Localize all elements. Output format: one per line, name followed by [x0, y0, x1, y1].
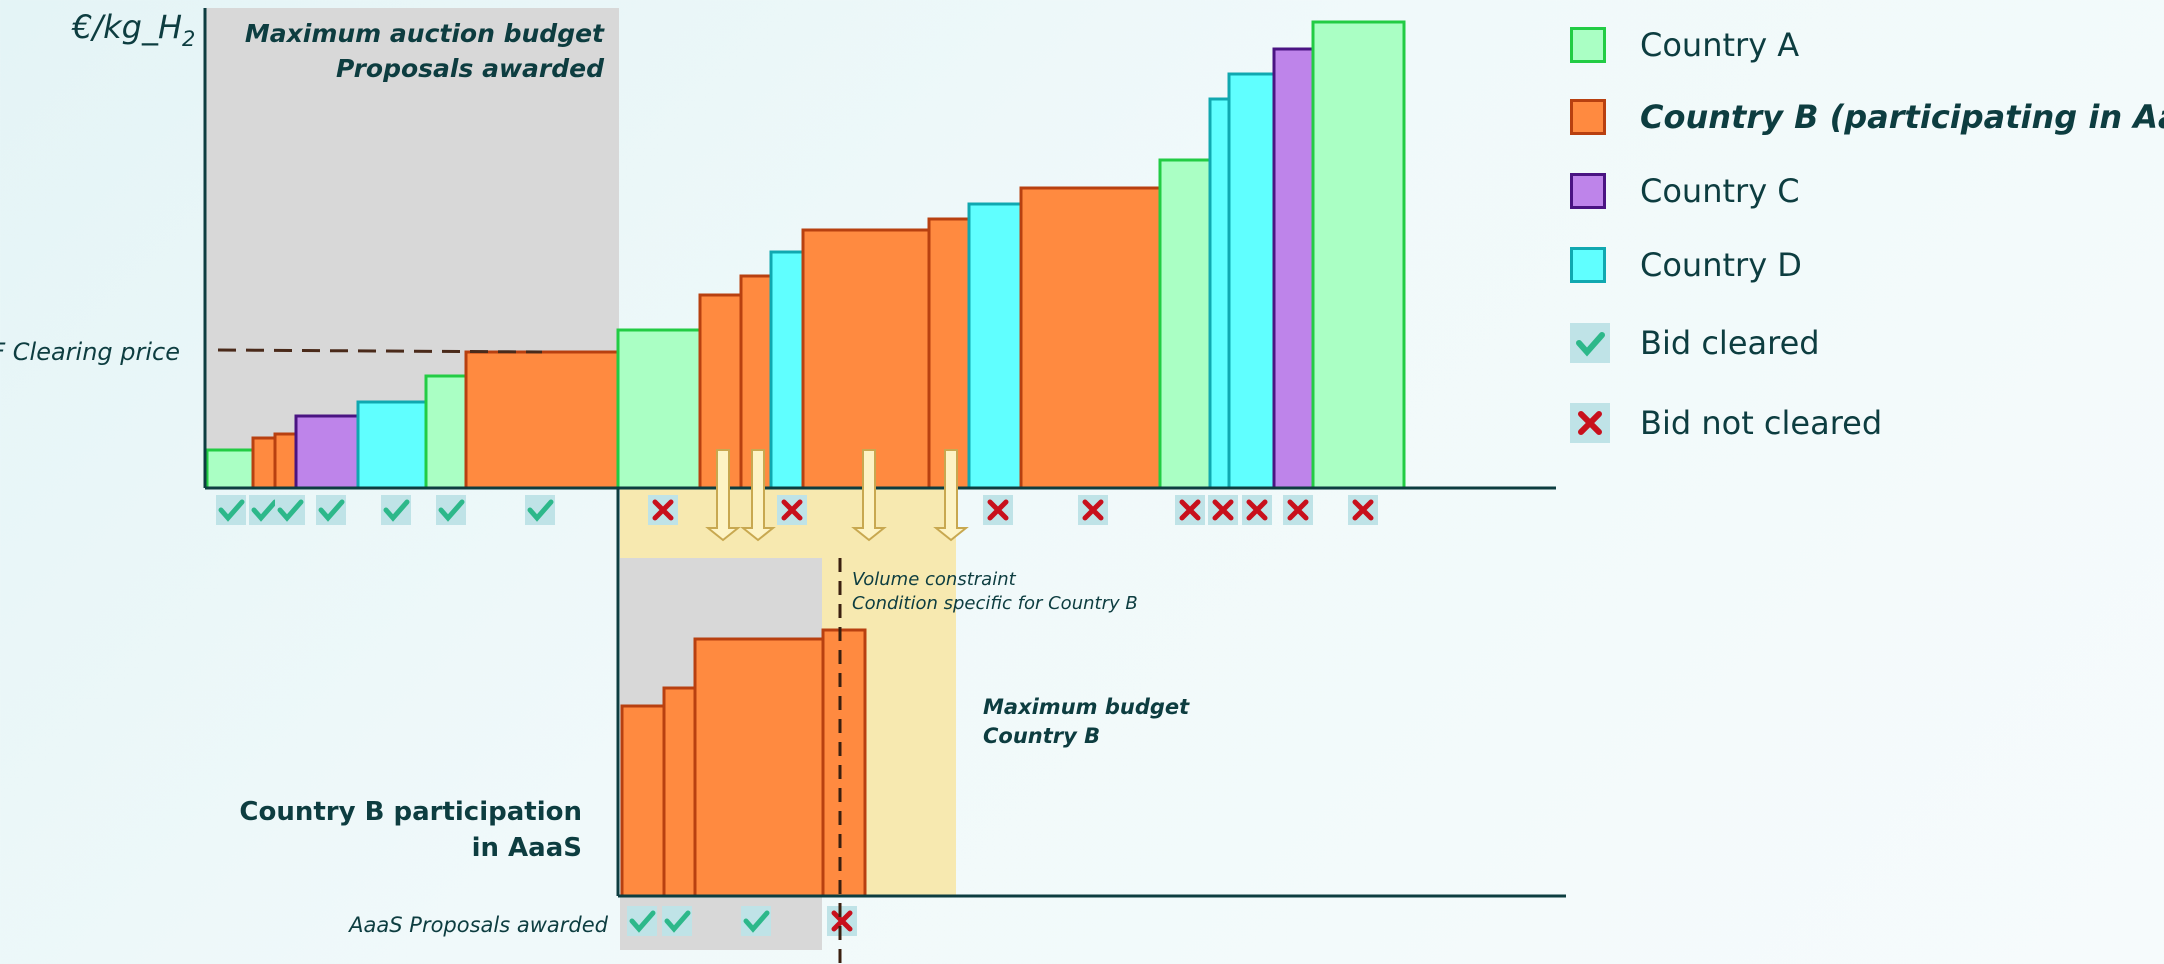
aaas-bid-bar-country-b	[821, 628, 867, 898]
clearing-markers	[216, 495, 1378, 936]
aaas-bid-bar-country-b	[620, 704, 666, 898]
check-icon	[249, 495, 279, 525]
cross-icon	[1348, 495, 1378, 525]
bid-bar-country-d	[967, 202, 1023, 490]
bid-bar-country-c	[294, 414, 360, 490]
bid-bar-country-a	[205, 448, 255, 490]
legend-item: Country A	[1570, 20, 1799, 70]
check-icon	[381, 495, 411, 525]
legend-label: Country A	[1640, 26, 1800, 64]
cross-icon	[1570, 403, 1610, 443]
main-bid-bars	[205, 20, 1406, 490]
legend-label: Bid cleared	[1640, 324, 1820, 362]
check-icon	[316, 495, 346, 525]
legend-item: Bid not cleared	[1570, 398, 1882, 448]
bid-bar-country-d	[356, 400, 428, 490]
transfer-arrows	[705, 449, 969, 542]
down-arrow	[705, 449, 741, 542]
legend-label: Bid not cleared	[1640, 404, 1883, 442]
aaas-bid-bar-country-b	[693, 637, 825, 898]
down-arrow	[851, 449, 887, 542]
check-icon	[627, 906, 657, 936]
check-icon	[216, 495, 246, 525]
y-axis-label: €/kg_H2	[71, 8, 195, 51]
volume-constraint-line2: Condition specific for Country B	[852, 593, 1138, 614]
bid-bar-country-b	[927, 217, 971, 490]
legend-label: Country B (participating in AaaS)	[1640, 98, 2164, 136]
volume-constraint-line1: Volume constraint	[852, 569, 1017, 590]
legend-item: Country C	[1570, 166, 1800, 216]
budget-country-b-line1: Maximum budget	[983, 695, 1190, 719]
bid-bar-country-b	[273, 432, 298, 490]
bid-bar-country-b	[251, 436, 277, 490]
bid-bar-country-b	[464, 350, 620, 490]
cross-icon	[1242, 495, 1272, 525]
budget-box-line2: Proposals awarded	[336, 54, 605, 83]
down-arrow	[933, 449, 969, 542]
cross-icon	[777, 495, 807, 525]
check-icon	[275, 495, 305, 525]
check-icon	[741, 906, 771, 936]
cross-icon	[983, 495, 1013, 525]
check-icon	[662, 906, 692, 936]
cross-icon	[1283, 495, 1313, 525]
aaas-bid-bar-country-b	[662, 686, 697, 898]
aaas-bid-bars	[620, 628, 867, 898]
check-icon	[1570, 323, 1610, 363]
bid-bar-country-d	[1227, 72, 1276, 490]
legend-swatch	[1570, 27, 1606, 63]
bid-bar-country-b	[801, 228, 931, 490]
legend-item: Bid cleared	[1570, 318, 1820, 368]
legend-item: Country D	[1570, 240, 1802, 290]
check-icon	[436, 495, 466, 525]
bid-bar-country-b	[1019, 186, 1162, 490]
legend-label: Country C	[1640, 172, 1800, 210]
legend-label: Country D	[1640, 246, 1802, 284]
check-icon	[525, 495, 555, 525]
bid-bar-country-d	[769, 250, 805, 490]
budget-box-line1: Maximum auction budget	[245, 19, 605, 48]
bid-bar-country-a	[616, 328, 702, 490]
legend-swatch	[1570, 99, 1606, 135]
aaas-participation-line2: in AaaS	[472, 833, 582, 863]
cross-icon	[827, 906, 857, 936]
down-arrow	[740, 449, 776, 542]
bid-bar-country-c	[1272, 47, 1315, 490]
legend-item: Country B (participating in AaaS)	[1570, 92, 2164, 142]
aaas-awarded-label: AaaS Proposals awarded	[347, 913, 608, 937]
bid-bar-country-a	[1311, 20, 1406, 490]
cross-icon	[1175, 495, 1205, 525]
bid-bar-country-d	[1208, 97, 1231, 490]
cross-icon	[1208, 495, 1238, 525]
aaas-participation-line1: Country B participation	[239, 797, 582, 827]
legend-swatch	[1570, 173, 1606, 209]
cross-icon	[648, 495, 678, 525]
budget-country-b-line2: Country B	[983, 724, 1100, 748]
clearing-price-label: IF Clearing price	[0, 338, 180, 366]
cross-icon	[1078, 495, 1108, 525]
legend-swatch	[1570, 247, 1606, 283]
bid-bar-country-a	[424, 374, 468, 490]
bid-bar-country-a	[1158, 158, 1212, 490]
